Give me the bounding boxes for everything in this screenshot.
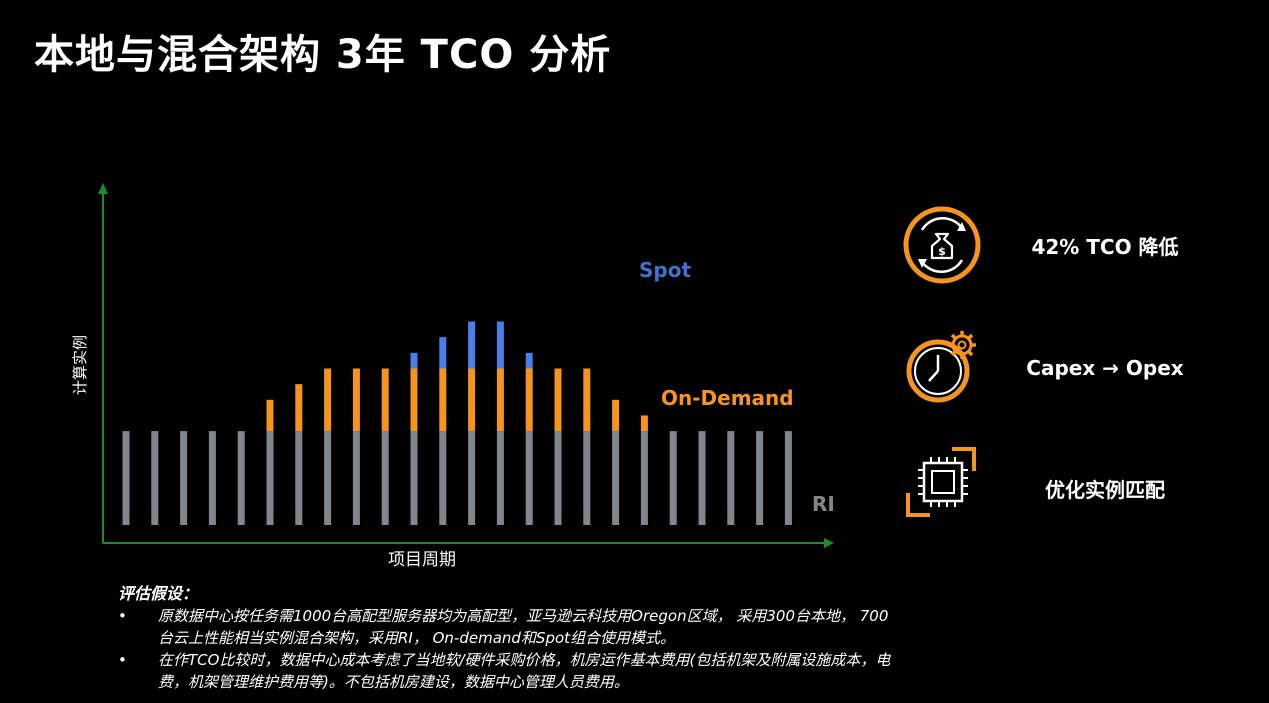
bar-ri <box>295 431 303 525</box>
bar-on-demand <box>640 415 648 432</box>
bar-ri <box>151 431 159 525</box>
notes-list: 原数据中心按任务需1000台高配型服务器均为高配型，亚马逊云科技用Oregon区… <box>118 605 898 693</box>
bar-ri <box>122 431 130 525</box>
bar-ri <box>640 431 648 525</box>
notes-item: 在作TCO比较时，数据中心成本考虑了当地软/硬件采购价格，机房运作基本费用(包括… <box>118 649 898 693</box>
bar-on-demand <box>381 368 389 432</box>
series-label-on-demand: On-Demand <box>661 386 794 410</box>
bar-spot <box>496 321 504 369</box>
cpu-chip-icon <box>906 447 976 517</box>
benefit-tco: $ 42% TCO 降低 <box>900 200 1220 290</box>
bar-on-demand <box>410 368 418 432</box>
bar-ri <box>266 431 274 525</box>
clock-gear-icon <box>906 331 976 403</box>
bar-ri <box>756 431 764 525</box>
bar-on-demand <box>439 368 447 432</box>
bar-ri <box>727 431 735 525</box>
bar-on-demand <box>352 368 360 432</box>
bar-on-demand <box>324 368 332 432</box>
bar-on-demand <box>583 368 591 432</box>
y-axis-label: 计算实例 <box>71 335 89 395</box>
bar-ri <box>525 431 533 525</box>
benefit-label: Capex → Opex <box>1026 356 1184 380</box>
svg-text:$: $ <box>938 245 946 258</box>
benefit-capex-opex: Capex → Opex <box>900 323 1220 413</box>
bar-ri <box>554 431 562 525</box>
bar-on-demand <box>468 368 476 432</box>
bar-ri <box>324 431 332 525</box>
bar-on-demand <box>295 384 303 432</box>
page-title: 本地与混合架构 3年 TCO 分析 <box>34 32 612 78</box>
assumptions-notes: 评估假设： 原数据中心按任务需1000台高配型服务器均为高配型，亚马逊云科技用O… <box>118 583 898 693</box>
money-bag-cycle-icon: $ <box>903 206 981 284</box>
stacked-bar-chart: Spot On-Demand RI 项目周期 计算实例 <box>71 183 835 570</box>
bar-spot <box>410 352 418 369</box>
bar-spot <box>439 337 447 369</box>
bar-ri <box>180 431 188 525</box>
bar-on-demand <box>612 399 620 432</box>
notes-heading: 评估假设： <box>118 584 199 603</box>
bar-on-demand <box>266 399 274 432</box>
bar-ri <box>352 431 360 525</box>
series-label-spot: Spot <box>639 258 691 282</box>
x-axis-arrow <box>824 538 834 548</box>
notes-item: 原数据中心按任务需1000台高配型服务器均为高配型，亚马逊云科技用Oregon区… <box>118 605 898 649</box>
bar-ri <box>410 431 418 525</box>
bar-ri <box>208 431 216 525</box>
bar-on-demand <box>525 368 533 432</box>
bar-on-demand <box>496 368 504 432</box>
bar-ri <box>784 431 792 525</box>
bar-ri <box>496 431 504 525</box>
bar-ri <box>612 431 620 525</box>
bar-ri <box>669 431 677 525</box>
bar-ri <box>583 431 591 525</box>
bar-spot <box>468 321 476 369</box>
x-axis-label: 项目周期 <box>388 550 456 570</box>
bar-ri <box>237 431 245 525</box>
bar-ri <box>439 431 447 525</box>
bar-ri <box>468 431 476 525</box>
bar-on-demand <box>554 368 562 432</box>
benefit-label: 优化实例匹配 <box>1045 477 1165 502</box>
benefit-label: 42% TCO 降低 <box>1031 234 1179 259</box>
benefit-instance-matching: 优化实例匹配 <box>900 443 1220 533</box>
bars-group <box>122 321 792 525</box>
bar-ri <box>381 431 389 525</box>
y-axis-arrow <box>98 183 108 194</box>
bar-spot <box>525 352 533 369</box>
bar-ri <box>698 431 706 525</box>
series-label-ri: RI <box>812 492 835 516</box>
